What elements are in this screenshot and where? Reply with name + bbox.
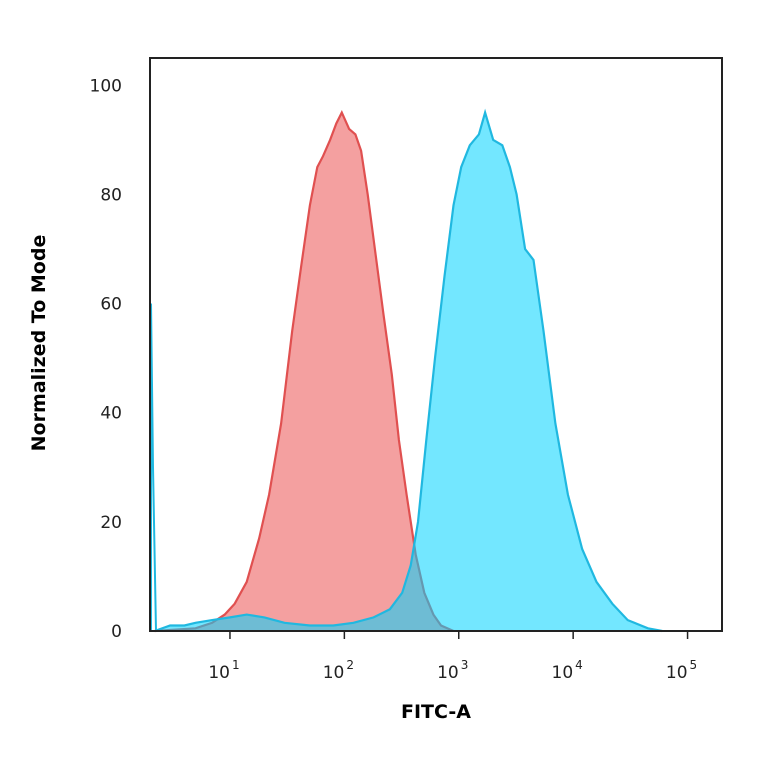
- x-tick-base: 10: [437, 663, 459, 683]
- x-axis-title: FITC-A: [401, 701, 471, 723]
- x-tick-exponent: 4: [575, 658, 583, 672]
- x-tick-label: 10 3: [437, 658, 468, 683]
- y-tick-label: 20: [100, 513, 122, 533]
- series-area-red-outline: [154, 110, 454, 633]
- x-tick-exponent: 5: [690, 658, 698, 672]
- y-axis-ticks: 0 20 40 60 80 100: [90, 76, 122, 642]
- x-tick-exponent: 2: [346, 658, 354, 672]
- series-area-cyan: [154, 112, 663, 632]
- x-tick-base: 10: [323, 663, 345, 683]
- y-axis-title: Normalized To Mode: [28, 235, 50, 452]
- y-tick-label: 40: [100, 404, 122, 424]
- x-tick-base: 10: [552, 663, 574, 683]
- x-tick-exponent: 1: [232, 658, 240, 672]
- x-axis-ticks: 10 1 10 2 10 3 10 4 10 5: [208, 631, 697, 683]
- x-tick-label: 10 4: [552, 658, 583, 683]
- x-tick-label: 10 5: [666, 658, 697, 683]
- histogram-areas: [154, 108, 663, 633]
- y-tick-label: 0: [111, 622, 122, 642]
- y-tick-label: 80: [100, 185, 122, 205]
- series-area-cyan-outline: [154, 108, 663, 633]
- edge-spike-line: [150, 303, 157, 632]
- y-tick-label: 100: [90, 76, 122, 96]
- x-tick-label: 10 2: [323, 658, 354, 683]
- x-tick-label: 10 1: [208, 658, 239, 683]
- plot-frame: [149, 57, 723, 632]
- x-tick-base: 10: [666, 663, 688, 683]
- x-tick-base: 10: [208, 663, 230, 683]
- y-tick-label: 60: [100, 295, 122, 315]
- x-tick-exponent: 3: [461, 658, 469, 672]
- left-edge-spike: [150, 303, 157, 632]
- series-area-red: [154, 112, 454, 632]
